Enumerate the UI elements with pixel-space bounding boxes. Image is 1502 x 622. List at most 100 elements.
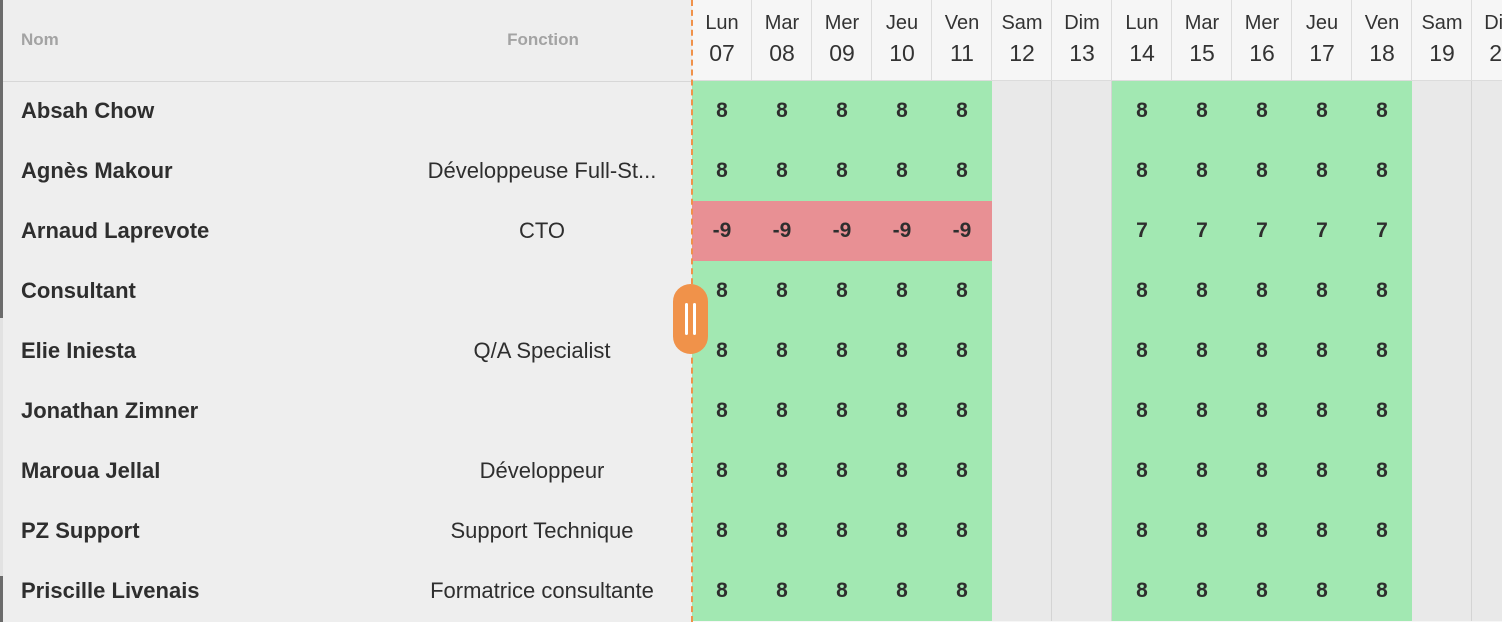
weekend-cell[interactable] (1052, 201, 1112, 261)
employee-row[interactable]: Priscille Livenais Formatrice consultante (3, 561, 692, 621)
availability-cell[interactable]: 8 (1352, 321, 1412, 381)
availability-cell[interactable]: 8 (1232, 441, 1292, 501)
employee-name[interactable]: Absah Chow (21, 98, 155, 123)
availability-cell[interactable]: 7 (1112, 201, 1172, 261)
availability-cell[interactable]: 8 (752, 81, 812, 141)
availability-cell[interactable]: 8 (1232, 141, 1292, 201)
weekend-cell[interactable] (1052, 321, 1112, 381)
availability-cell[interactable]: 8 (1172, 501, 1232, 561)
availability-cell[interactable]: 8 (752, 441, 812, 501)
availability-cell[interactable]: 8 (1232, 561, 1292, 621)
weekend-cell[interactable] (1052, 141, 1112, 201)
weekend-cell[interactable] (992, 261, 1052, 321)
weekend-cell[interactable] (992, 81, 1052, 141)
availability-cell[interactable]: 8 (692, 441, 752, 501)
availability-cell[interactable]: -9 (692, 201, 752, 261)
weekend-cell[interactable] (992, 381, 1052, 441)
availability-cell[interactable]: -9 (812, 201, 872, 261)
weekend-cell[interactable] (1472, 201, 1502, 261)
weekend-cell[interactable] (1472, 381, 1502, 441)
availability-cell[interactable]: 8 (872, 501, 932, 561)
availability-cell[interactable]: 8 (1232, 321, 1292, 381)
weekend-cell[interactable] (1472, 441, 1502, 501)
availability-cell[interactable]: 8 (1172, 261, 1232, 321)
employee-row[interactable]: Maroua Jellal Développeur (3, 441, 692, 501)
weekend-cell[interactable] (1412, 261, 1472, 321)
employee-name[interactable]: PZ Support (21, 518, 140, 543)
availability-cell[interactable]: 8 (752, 321, 812, 381)
availability-cell[interactable]: 8 (692, 141, 752, 201)
availability-cell[interactable]: 8 (752, 501, 812, 561)
availability-cell[interactable]: 8 (1112, 141, 1172, 201)
employee-name[interactable]: Elie Iniesta (21, 338, 136, 363)
availability-cell[interactable]: 8 (812, 381, 872, 441)
employee-name[interactable]: Maroua Jellal (21, 458, 161, 483)
availability-cell[interactable]: 8 (752, 261, 812, 321)
drag-handle-icon[interactable] (673, 284, 708, 354)
availability-cell[interactable]: 8 (692, 81, 752, 141)
availability-cell[interactable]: 8 (1112, 261, 1172, 321)
availability-cell[interactable]: 8 (812, 501, 872, 561)
employee-row[interactable]: Elie Iniesta Q/A Specialist (3, 321, 692, 381)
availability-cell[interactable]: 8 (1352, 381, 1412, 441)
availability-cell[interactable]: 8 (1172, 321, 1232, 381)
availability-cell[interactable]: 8 (872, 441, 932, 501)
weekend-cell[interactable] (1412, 321, 1472, 381)
availability-cell[interactable]: 8 (932, 381, 992, 441)
employee-name[interactable]: Priscille Livenais (21, 578, 200, 603)
employee-row[interactable]: Absah Chow (3, 81, 692, 141)
availability-cell[interactable]: 8 (872, 141, 932, 201)
weekend-cell[interactable] (1472, 321, 1502, 381)
availability-cell[interactable]: 8 (812, 441, 872, 501)
availability-cell[interactable]: 8 (1112, 561, 1172, 621)
availability-cell[interactable]: 8 (752, 141, 812, 201)
availability-cell[interactable]: -9 (752, 201, 812, 261)
availability-cell[interactable]: 8 (872, 381, 932, 441)
employee-row[interactable]: PZ Support Support Technique (3, 501, 692, 561)
availability-cell[interactable]: 8 (1292, 141, 1352, 201)
weekend-cell[interactable] (1412, 201, 1472, 261)
weekend-cell[interactable] (1052, 561, 1112, 621)
weekend-cell[interactable] (1052, 381, 1112, 441)
availability-cell[interactable]: 8 (692, 561, 752, 621)
weekend-cell[interactable] (1052, 81, 1112, 141)
availability-cell[interactable]: 8 (1352, 261, 1412, 321)
availability-cell[interactable]: 8 (1352, 81, 1412, 141)
weekend-cell[interactable] (1052, 261, 1112, 321)
weekend-cell[interactable] (1472, 561, 1502, 621)
availability-cell[interactable]: 8 (932, 141, 992, 201)
availability-cell[interactable]: 8 (1232, 501, 1292, 561)
employee-row[interactable]: Arnaud Laprevote CTO (3, 201, 692, 261)
availability-cell[interactable]: 8 (1172, 141, 1232, 201)
employee-name[interactable]: Jonathan Zimner (21, 398, 199, 423)
weekend-cell[interactable] (1412, 501, 1472, 561)
availability-cell[interactable]: 8 (1112, 81, 1172, 141)
availability-cell[interactable]: 8 (1172, 81, 1232, 141)
weekend-cell[interactable] (992, 141, 1052, 201)
weekend-cell[interactable] (1412, 561, 1472, 621)
availability-cell[interactable]: 8 (1352, 441, 1412, 501)
availability-cell[interactable]: 8 (752, 561, 812, 621)
employee-name[interactable]: Consultant (21, 278, 136, 303)
availability-cell[interactable]: 8 (872, 321, 932, 381)
weekend-cell[interactable] (992, 201, 1052, 261)
availability-cell[interactable]: 8 (932, 501, 992, 561)
availability-cell[interactable]: 8 (1292, 321, 1352, 381)
availability-cell[interactable]: 7 (1352, 201, 1412, 261)
availability-cell[interactable]: 8 (932, 261, 992, 321)
availability-cell[interactable]: 8 (1352, 141, 1412, 201)
weekend-cell[interactable] (1472, 261, 1502, 321)
weekend-cell[interactable] (1472, 501, 1502, 561)
availability-cell[interactable]: 8 (872, 561, 932, 621)
availability-cell[interactable]: 8 (932, 561, 992, 621)
availability-cell[interactable]: 8 (872, 261, 932, 321)
availability-cell[interactable]: -9 (872, 201, 932, 261)
availability-cell[interactable]: 8 (1292, 501, 1352, 561)
availability-cell[interactable]: 7 (1232, 201, 1292, 261)
weekend-cell[interactable] (992, 501, 1052, 561)
employee-row[interactable]: Consultant (3, 261, 692, 321)
availability-cell[interactable]: 8 (1292, 81, 1352, 141)
availability-cell[interactable]: 8 (812, 321, 872, 381)
availability-cell[interactable]: 8 (1232, 261, 1292, 321)
weekend-cell[interactable] (1052, 501, 1112, 561)
